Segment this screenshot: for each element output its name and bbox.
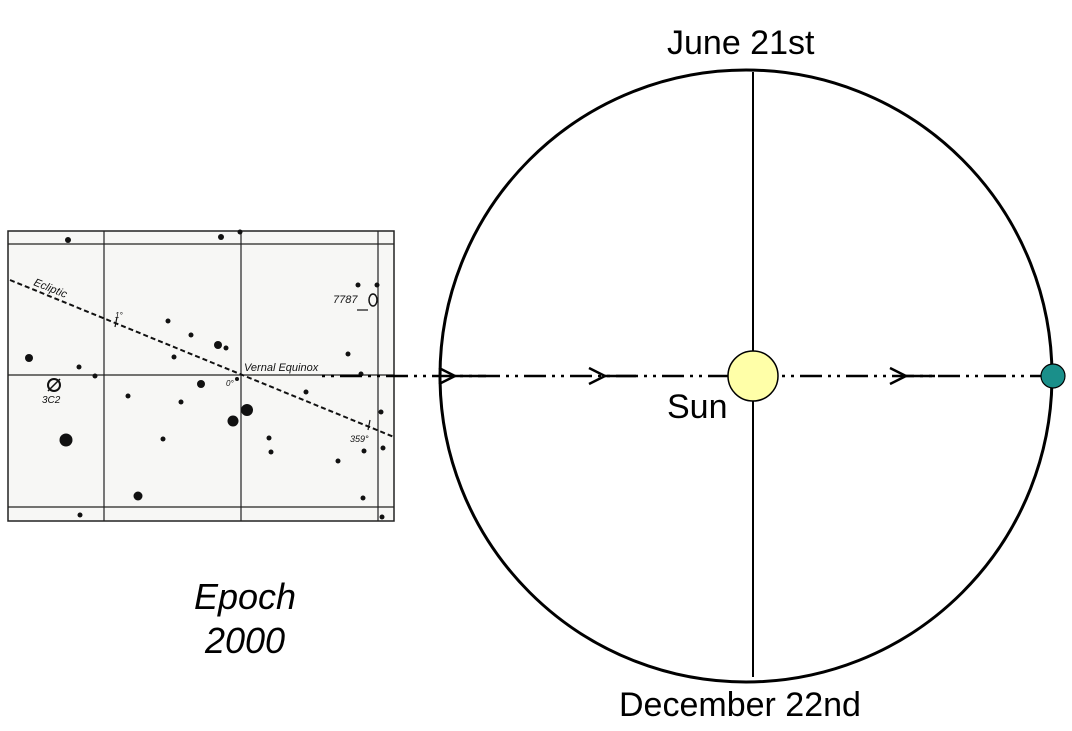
tick-359-label: 359° [350,434,369,444]
epoch-label-line1: Epoch [193,576,297,617]
object-7787-label: 7787 [333,294,358,306]
june-21st-label: June 21st [667,24,815,62]
chart-stars [25,229,386,520]
object-7787-symbol [368,293,378,307]
sun [727,350,779,402]
star-chart: Ecliptic Vernal Equinox 3C2 7787 1° 0° 3… [7,229,395,522]
vernal-equinox-label: Vernal Equinox [244,362,319,374]
december-22nd-label: December 22nd [619,686,861,724]
ecliptic-tick [367,419,371,431]
epoch-label: Epoch 2000 [170,575,320,663]
earth [1040,363,1066,389]
tick-1-label: 1° [115,311,123,320]
ecliptic-line [9,279,395,438]
epoch-label-line2: 2000 [204,620,286,661]
star-chart-frame [7,230,395,522]
object-3c2-label: 3C2 [42,395,61,406]
sun-label: Sun [667,388,728,426]
object-3c2-symbol [47,378,61,392]
ecliptic-tick [114,316,118,328]
tick-0-label: 0° [226,379,234,388]
